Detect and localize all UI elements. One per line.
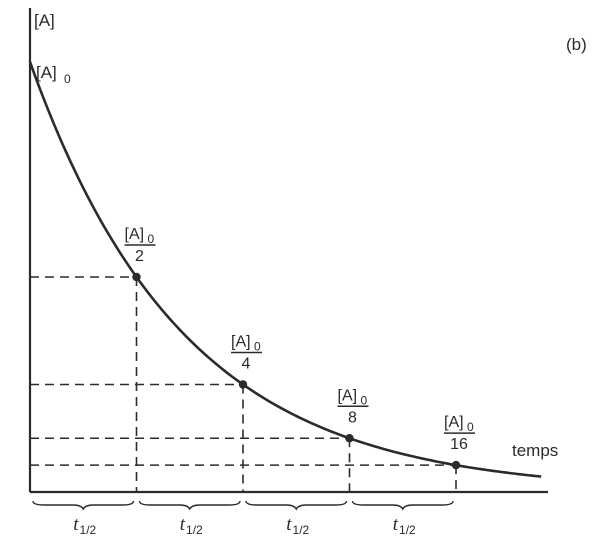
initial-concentration-main: [A] [36,63,57,82]
fraction-label: [A] 02 [124,226,156,265]
x-axis-label: temps [512,441,558,460]
half-life-label: t1/2 [180,514,203,537]
fraction-label: [A] 08 [337,387,369,426]
half-life-label-sub: 1/2 [186,523,203,537]
half-life-point [345,434,354,443]
half-life-intervals: t1/2 t1/2 t1/2 t1/2 [32,500,454,537]
fraction-numerator: [A] [338,387,358,404]
half-life-points [132,272,461,470]
half-life-point [451,460,461,470]
half-life-brace [138,500,241,511]
half-life-label-sub: 1/2 [293,523,310,537]
panel-label: (b) [566,35,587,54]
fraction-numerator-sub: 0 [254,340,261,354]
fraction-numerator: [A] [444,414,464,431]
decay-curve [28,61,542,478]
fraction-numerator: [A] [125,226,145,243]
fraction-denominator: 8 [348,409,357,426]
half-life-brace [32,500,135,511]
fraction-denominator: 16 [450,436,468,453]
half-life-label: t1/2 [73,514,96,537]
fraction-numerator-sub: 0 [467,420,474,434]
half-life-brace [245,500,348,511]
initial-concentration-sub: 0 [64,72,71,86]
dashed-guides [30,276,457,492]
fraction-denominator: 4 [242,356,251,373]
fraction-label: [A] 04 [231,334,262,373]
half-life-label-sub: 1/2 [399,523,416,537]
half-life-label-sub: 1/2 [80,523,97,537]
half-life-brace [351,500,454,511]
half-life-label: t1/2 [393,514,416,537]
fraction-numerator-sub: 0 [361,393,368,407]
half-life-point [132,272,141,282]
fraction-denominator: 2 [135,248,144,265]
initial-concentration-label: [A] 0 [36,63,71,86]
fraction-numerator-sub: 0 [148,232,155,246]
half-life-point [238,380,248,389]
fraction-numerator: [A] [231,334,251,351]
fraction-label: [A] 0 16 [444,414,475,453]
fraction-labels: [A] 02[A] 04[A] 08 [A] 016 [124,226,475,453]
half-life-label: t1/2 [286,514,309,537]
y-axis-label: [A] [34,11,55,30]
